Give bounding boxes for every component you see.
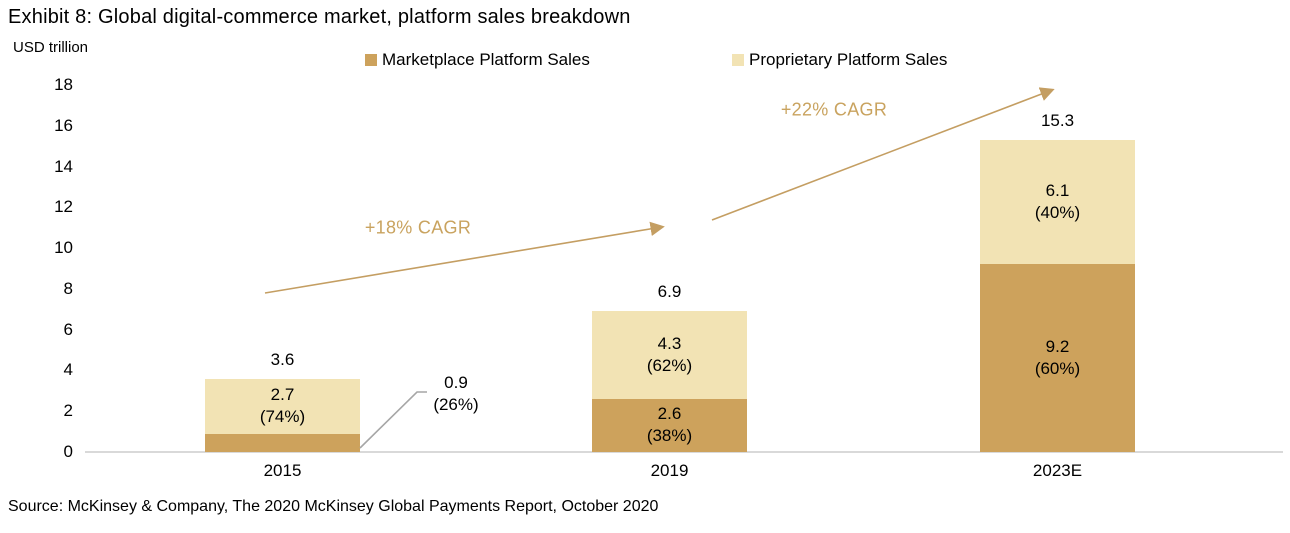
legend-swatch-proprietary-icon [732, 54, 744, 66]
bar-segment-2019 [592, 398, 747, 452]
bar-segment-2015 [205, 378, 360, 434]
y-tick-label: 2 [63, 401, 73, 421]
legend-item-marketplace: Marketplace Platform Sales [365, 50, 590, 70]
bar-segment-2023E [980, 264, 1135, 452]
chart-title: Exhibit 8: Global digital-commerce marke… [8, 6, 631, 28]
segment-label: 2.7 (74%) [259, 385, 306, 427]
y-tick-label: 12 [54, 197, 73, 217]
y-tick-label: 4 [63, 360, 73, 380]
total-label: 15.3 [1040, 111, 1075, 131]
segment-label: 9.2 (60%) [1034, 337, 1081, 379]
y-tick-label: 18 [54, 75, 73, 94]
bar-segment-2019 [592, 311, 747, 399]
legend-item-proprietary: Proprietary Platform Sales [732, 50, 947, 70]
legend-label-proprietary: Proprietary Platform Sales [749, 50, 948, 69]
y-tick-label: 16 [54, 115, 73, 135]
total-label: 6.9 [657, 282, 682, 302]
category-label-2015: 2015 [263, 461, 302, 480]
source-note: Source: McKinsey & Company, The 2020 McK… [8, 498, 659, 515]
legend-label-marketplace: Marketplace Platform Sales [382, 50, 590, 69]
y-tick-label: 8 [63, 278, 73, 298]
y-axis-unit-label: USD trillion [13, 39, 89, 56]
legend-swatch-marketplace-icon [365, 54, 377, 66]
segment-label: 6.1 (40%) [1034, 181, 1081, 223]
cagr-label: +18% CAGR [364, 217, 472, 238]
segment-label: 2.6 (38%) [646, 404, 693, 446]
y-tick-label: 0 [63, 442, 73, 461]
cagr-label: +22% CAGR [780, 99, 888, 120]
total-label: 3.6 [270, 349, 295, 369]
callout-label: 0.9 (26%) [433, 373, 479, 414]
y-tick-label: 10 [54, 238, 73, 258]
y-tick-label: 14 [54, 156, 73, 176]
segment-label: 4.3 (62%) [646, 334, 693, 376]
category-label-2019: 2019 [650, 461, 689, 480]
x-axis-line [85, 451, 1283, 453]
bar-segment-2015 [205, 433, 360, 452]
category-label-2023E: 2023E [1032, 461, 1083, 480]
y-tick-label: 6 [63, 319, 73, 339]
